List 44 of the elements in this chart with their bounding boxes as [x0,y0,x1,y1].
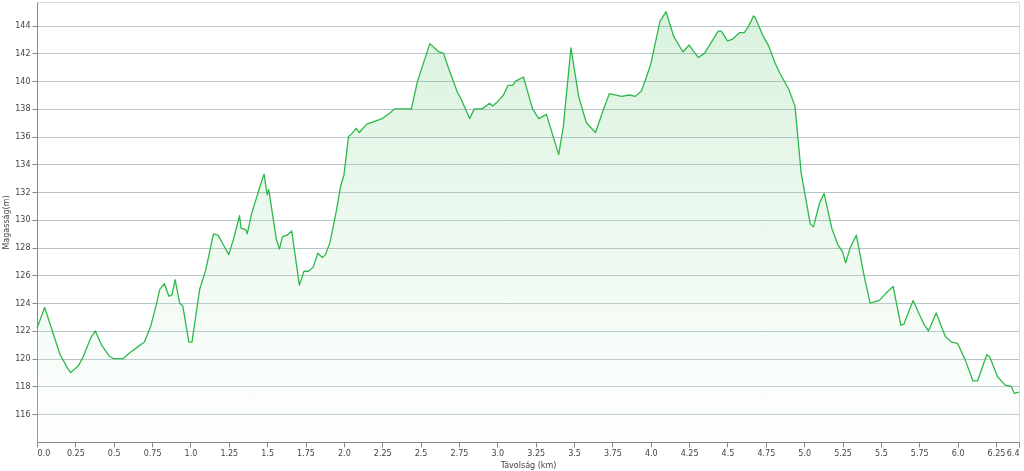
y-tick-label: 128 [15,243,31,253]
x-tick-label: 5.0 [798,448,812,458]
y-tick-label: 126 [15,270,31,280]
x-tick-label: 0.0 [37,448,51,458]
x-tick-label: 0.25 [66,448,85,458]
x-tick-label: 1.5 [261,448,275,458]
x-tick-label: 1.25 [220,448,239,458]
y-tick-label: 140 [15,76,31,86]
x-tick-label: 3.25 [527,448,546,458]
y-tick-label: 138 [15,104,31,114]
y-tick-label: 120 [15,354,31,364]
x-tick-label: 5.25 [834,448,852,458]
x-tick-label: 2.25 [373,448,392,458]
x-tick-label: 2.5 [414,448,428,458]
x-axis-title: Távolság (km) [499,460,557,470]
x-tick-label: 3.75 [603,448,622,458]
x-tick-label: 4.5 [721,448,735,458]
x-tick-label: 1.75 [297,448,315,458]
x-tick-label: 6.25 [987,448,1006,458]
x-tick-label: 4.25 [680,448,699,458]
x-tick-label: 5.75 [910,448,929,458]
x-tick-label: 0.5 [107,448,121,458]
y-tick-label: 122 [15,326,31,336]
y-tick-label: 136 [15,132,31,142]
y-tick-label: 116 [15,409,31,419]
x-tick-label: 0.75 [143,448,162,458]
y-tick-label: 124 [15,298,31,308]
x-tick-label: 1.0 [184,448,198,458]
x-tick-label: 6.0 [951,448,965,458]
x-tick-label: 3.5 [568,448,581,458]
x-tick-label: 6.4 [1006,448,1020,458]
x-tick-label: 5.5 [875,448,888,458]
x-tick-label: 2.75 [450,448,469,458]
y-tick-label: 134 [15,159,31,169]
y-tick-label: 132 [15,187,31,197]
y-tick-label: 144 [15,21,31,31]
y-tick-label: 130 [15,215,31,225]
y-tick-label: 142 [15,48,31,58]
x-tick-label: 2.0 [338,448,351,458]
x-tick-label: 3.0 [491,448,505,458]
y-tick-label: 118 [15,381,31,391]
x-tick-label: 4.0 [644,448,658,458]
x-tick-label: 4.75 [757,448,776,458]
y-axis-title: Magasság(m) [2,195,12,250]
